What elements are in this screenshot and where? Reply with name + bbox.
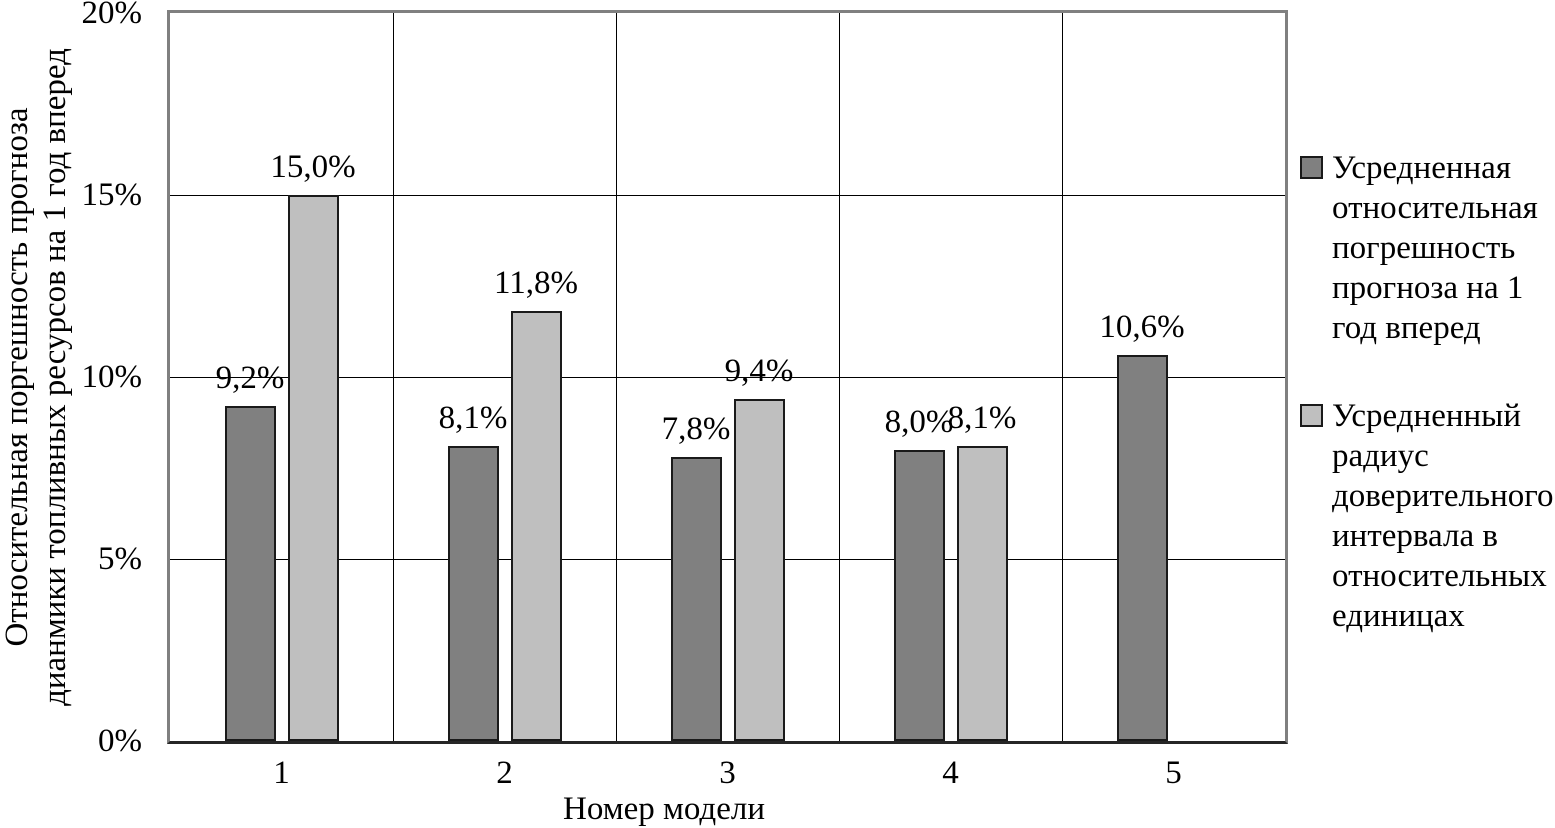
- data-label-series1-cat1: 9,2%: [215, 360, 285, 397]
- bar-series2-cat4: [956, 446, 1008, 741]
- plot-area: [167, 10, 1288, 744]
- bar-series2-cat1: [287, 195, 339, 741]
- bar-series2-cat3: [733, 398, 785, 741]
- legend-label-1: Усредненная относительная погрешность пр…: [1332, 150, 1538, 346]
- data-label-series2-cat1: 15,0%: [270, 149, 356, 185]
- y-tick-label-15%: 15%: [81, 177, 143, 213]
- legend-item-2: Усредненный радиус доверительного интерв…: [1300, 396, 1555, 636]
- gridline-vertical: [1061, 13, 1063, 741]
- data-label-series2-cat3: 9,4%: [724, 352, 794, 389]
- legend-marker-icon: [1300, 404, 1323, 427]
- y-tick-label-10%: 10%: [81, 359, 143, 395]
- gridline-vertical: [392, 13, 394, 741]
- legend-label-2: Усредненный радиус доверительного интерв…: [1332, 398, 1554, 634]
- legend-marker-icon: [1300, 156, 1323, 179]
- legend-item-1: Усредненная относительная погрешность пр…: [1300, 148, 1555, 348]
- gridline-vertical: [615, 13, 617, 741]
- x-axis-title: Номер модели: [563, 791, 765, 827]
- y-tick-label-5%: 5%: [98, 541, 142, 577]
- x-tick-label-1: 1: [273, 755, 290, 791]
- data-label-series2-cat4: 8,1%: [947, 400, 1017, 437]
- gridline-horizontal: [170, 376, 1285, 378]
- data-label-series1-cat4: 8,0%: [884, 403, 954, 440]
- bar-series1-cat3: [670, 457, 722, 741]
- bar-series2-cat2: [510, 311, 562, 741]
- data-label-series1-cat3: 7,8%: [661, 411, 731, 448]
- x-tick-label-2: 2: [496, 755, 513, 791]
- bar-series1-cat2: [447, 446, 499, 741]
- bar-series1-cat1: [224, 406, 276, 741]
- x-tick-label-4: 4: [942, 755, 959, 791]
- data-label-series2-cat2: 11,8%: [493, 265, 578, 302]
- x-tick-label-3: 3: [719, 755, 736, 791]
- bar-series1-cat5: [1116, 355, 1168, 741]
- gridline-horizontal: [170, 194, 1285, 196]
- y-tick-label-0%: 0%: [98, 723, 142, 759]
- data-label-series1-cat5: 10,6%: [1099, 309, 1185, 346]
- data-label-series1-cat2: 8,1%: [438, 400, 508, 437]
- y-tick-label-20%: 20%: [81, 0, 143, 31]
- x-tick-label-5: 5: [1165, 755, 1182, 791]
- gridline-vertical: [838, 13, 840, 741]
- legend: Усредненная относительная погрешность пр…: [1300, 148, 1555, 636]
- bar-series1-cat4: [893, 449, 945, 741]
- gridline-horizontal: [170, 558, 1285, 560]
